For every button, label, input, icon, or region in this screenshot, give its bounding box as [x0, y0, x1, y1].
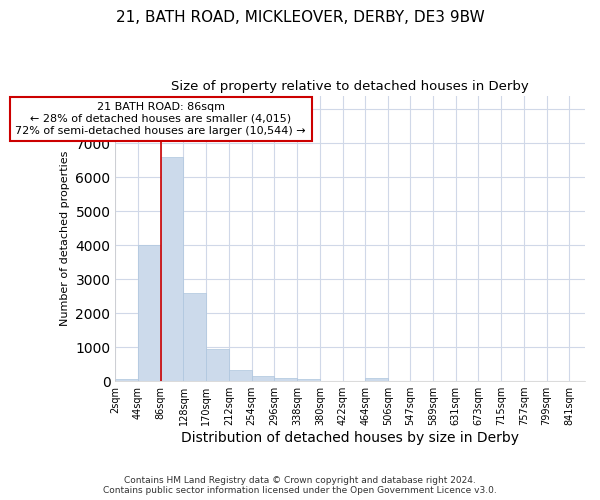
Bar — [206, 349, 229, 381]
Title: Size of property relative to detached houses in Derby: Size of property relative to detached ho… — [171, 80, 529, 93]
X-axis label: Distribution of detached houses by size in Derby: Distribution of detached houses by size … — [181, 431, 519, 445]
Bar — [251, 376, 274, 381]
Bar — [229, 370, 251, 381]
Bar — [115, 380, 138, 381]
Bar — [184, 292, 206, 381]
Bar — [161, 156, 184, 381]
Text: 21 BATH ROAD: 86sqm
← 28% of detached houses are smaller (4,015)
72% of semi-det: 21 BATH ROAD: 86sqm ← 28% of detached ho… — [16, 102, 306, 136]
Y-axis label: Number of detached properties: Number of detached properties — [60, 150, 70, 326]
Bar — [365, 378, 388, 381]
Text: Contains HM Land Registry data © Crown copyright and database right 2024.
Contai: Contains HM Land Registry data © Crown c… — [103, 476, 497, 495]
Text: 21, BATH ROAD, MICKLEOVER, DERBY, DE3 9BW: 21, BATH ROAD, MICKLEOVER, DERBY, DE3 9B… — [116, 10, 484, 25]
Bar — [138, 245, 161, 381]
Bar — [297, 380, 320, 381]
Bar — [274, 378, 297, 381]
